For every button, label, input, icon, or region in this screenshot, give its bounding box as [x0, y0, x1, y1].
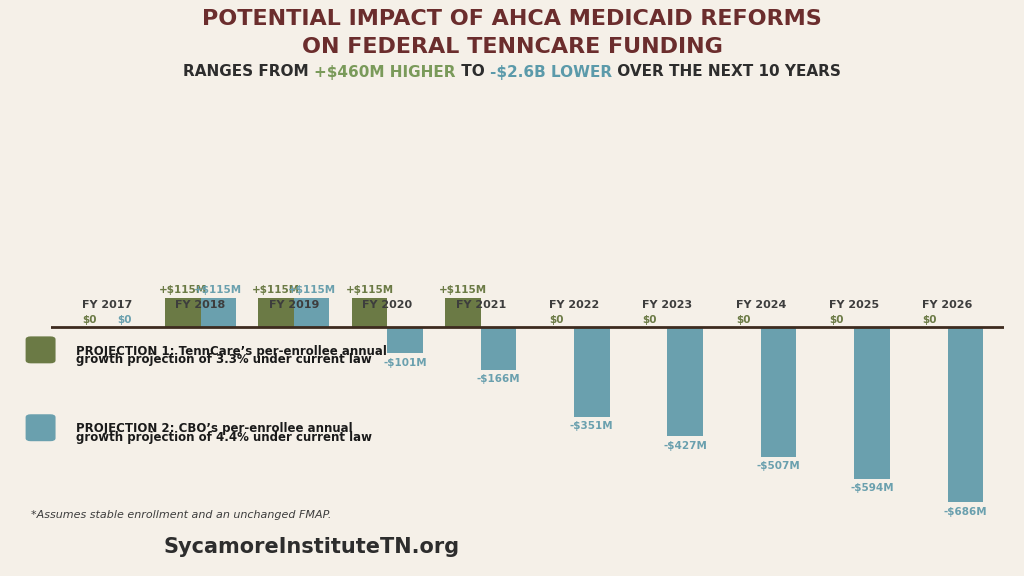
Text: FY 2020: FY 2020	[362, 300, 413, 310]
Text: TO: TO	[456, 65, 489, 79]
Text: +$115M: +$115M	[345, 285, 393, 295]
Text: +$115M: +$115M	[195, 285, 243, 295]
Text: +$115M: +$115M	[159, 285, 207, 295]
Text: POTENTIAL IMPACT OF AHCA MEDICAID REFORMS: POTENTIAL IMPACT OF AHCA MEDICAID REFORM…	[202, 9, 822, 29]
Bar	[445, 298, 480, 327]
FancyBboxPatch shape	[26, 336, 55, 363]
Text: FY 2019: FY 2019	[268, 300, 319, 310]
Text: RANGES FROM: RANGES FROM	[183, 65, 314, 79]
Text: ON FEDERAL TENNCARE FUNDING: ON FEDERAL TENNCARE FUNDING	[301, 37, 723, 58]
Text: -$101M: -$101M	[383, 358, 427, 367]
Text: FY 2025: FY 2025	[829, 300, 880, 310]
Text: growth projection of 3.3% under current law: growth projection of 3.3% under current …	[76, 353, 372, 366]
Text: +$115M: +$115M	[439, 285, 487, 295]
Text: FY 2024: FY 2024	[735, 300, 786, 310]
Text: -$2.6B LOWER: -$2.6B LOWER	[489, 65, 611, 79]
Bar	[761, 327, 797, 457]
Bar	[258, 298, 294, 327]
Text: -$351M: -$351M	[570, 422, 613, 431]
Bar	[201, 298, 237, 327]
Text: -$686M: -$686M	[943, 507, 987, 517]
Text: PROJECTION 1: TennCare’s per-enrollee annual: PROJECTION 1: TennCare’s per-enrollee an…	[76, 344, 387, 358]
Bar	[387, 327, 423, 353]
Text: OVER THE NEXT 10 YEARS: OVER THE NEXT 10 YEARS	[611, 65, 841, 79]
Text: FY 2018: FY 2018	[175, 300, 225, 310]
Text: $0: $0	[829, 314, 844, 324]
Text: +$115M: +$115M	[288, 285, 336, 295]
Bar	[668, 327, 702, 436]
Text: FY 2021: FY 2021	[456, 300, 506, 310]
Text: SycamoreInstituteTN.org: SycamoreInstituteTN.org	[164, 537, 460, 557]
Text: *Assumes stable enrollment and an unchanged FMAP.: *Assumes stable enrollment and an unchan…	[31, 510, 331, 520]
Text: -$507M: -$507M	[757, 461, 801, 471]
Text: growth projection of 4.4% under current law: growth projection of 4.4% under current …	[76, 431, 372, 444]
Text: $0: $0	[642, 314, 657, 324]
Text: $0: $0	[118, 314, 132, 324]
Text: $0: $0	[736, 314, 751, 324]
Bar	[947, 327, 983, 502]
Text: $0: $0	[923, 314, 937, 324]
Bar	[574, 327, 609, 417]
Text: -$427M: -$427M	[664, 441, 708, 451]
Bar	[294, 298, 330, 327]
Text: FY 2023: FY 2023	[642, 300, 692, 310]
Text: FY 2026: FY 2026	[923, 300, 973, 310]
Text: -$166M: -$166M	[476, 374, 520, 384]
Text: $0: $0	[549, 314, 563, 324]
Text: -$594M: -$594M	[850, 483, 894, 493]
Bar	[854, 327, 890, 479]
Bar	[165, 298, 201, 327]
Text: FY 2017: FY 2017	[82, 300, 132, 310]
Text: $0: $0	[82, 314, 96, 324]
Text: +$460M HIGHER: +$460M HIGHER	[314, 65, 456, 79]
Text: +$115M: +$115M	[252, 285, 300, 295]
Bar	[352, 298, 387, 327]
Text: PROJECTION 2: CBO’s per-enrollee annual: PROJECTION 2: CBO’s per-enrollee annual	[76, 423, 352, 435]
Text: FY 2022: FY 2022	[549, 300, 599, 310]
FancyBboxPatch shape	[26, 414, 55, 441]
Bar	[480, 327, 516, 370]
